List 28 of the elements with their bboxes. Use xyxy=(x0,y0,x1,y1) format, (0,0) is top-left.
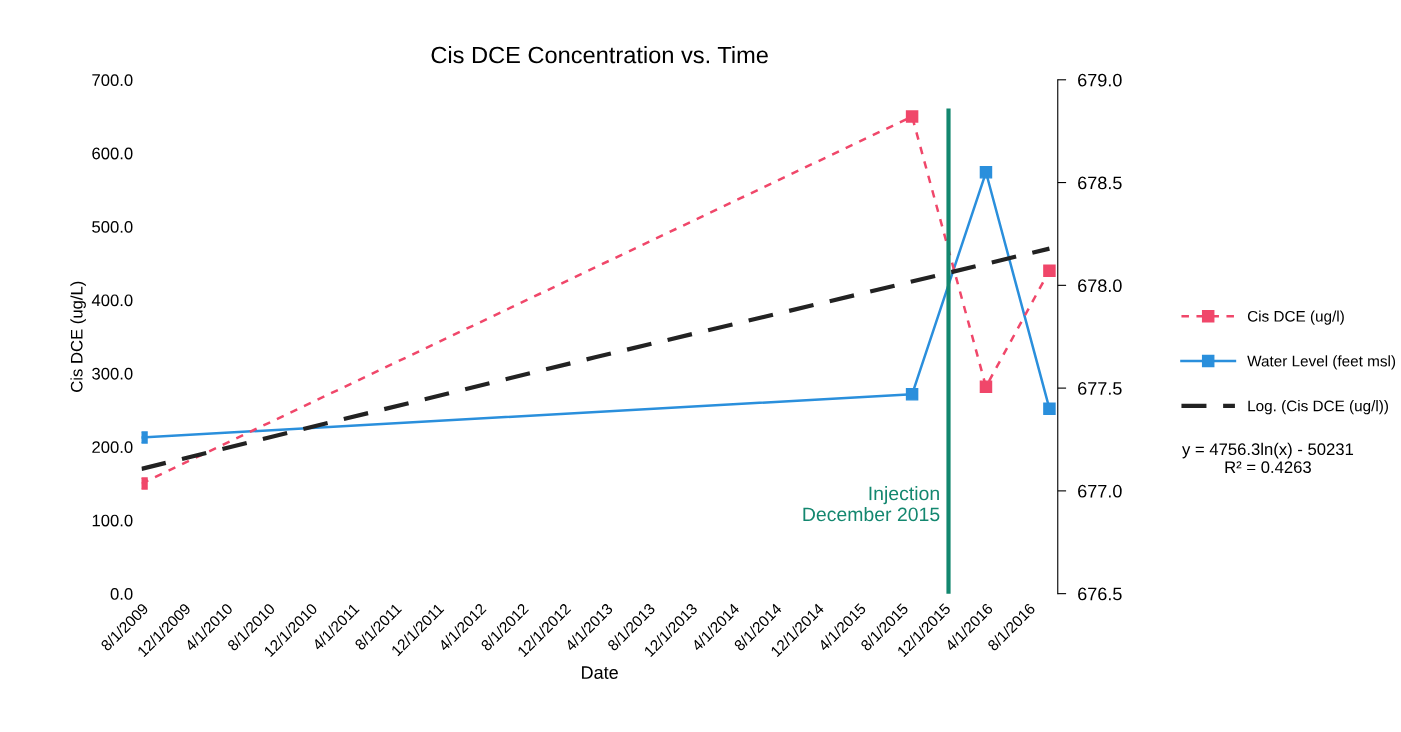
point xyxy=(905,388,919,401)
y-tick-label: 100.0 xyxy=(92,514,133,527)
point xyxy=(905,110,919,123)
chart-title: Cis DCE Concentration vs. Time xyxy=(431,46,768,64)
y2-tick-label: 677.0 xyxy=(1078,484,1122,498)
legend-label: Cis DCE (ug/l) xyxy=(1247,310,1344,325)
point xyxy=(979,166,993,179)
y-tick-label: 0.0 xyxy=(110,588,133,600)
y-tick-label: 300.0 xyxy=(92,367,133,380)
y-tick-label: 200.0 xyxy=(92,441,133,454)
legend-label: Water Level (feet msl) xyxy=(1247,355,1396,370)
y-tick-label: 600.0 xyxy=(92,147,133,160)
x-axis-title: Date xyxy=(582,666,618,679)
y2-tick-label: 676.5 xyxy=(1078,587,1122,601)
y2-tick-label: 678.5 xyxy=(1078,176,1122,190)
y-axis-title: Cis DCE (ug/L) xyxy=(70,281,86,392)
ref-line-label: Injection December 2015 xyxy=(803,486,940,522)
y2-tick-label: 678.0 xyxy=(1078,279,1122,293)
y-tick-label: 700.0 xyxy=(92,74,133,86)
y-tick-label: 400.0 xyxy=(91,294,133,307)
point xyxy=(1043,264,1056,277)
y2-tick-label: 677.5 xyxy=(1078,382,1122,395)
point xyxy=(979,380,993,393)
text: y = 4756.3ln(x) - 50231 R² = 0.4263 xyxy=(1182,442,1354,474)
y2-tick-label: 679.0 xyxy=(1078,73,1122,87)
legend-label: Log. (Cis DCE (ug/l)) xyxy=(1248,400,1388,415)
point xyxy=(1043,402,1056,415)
y-tick-label: 500.0 xyxy=(92,221,133,233)
